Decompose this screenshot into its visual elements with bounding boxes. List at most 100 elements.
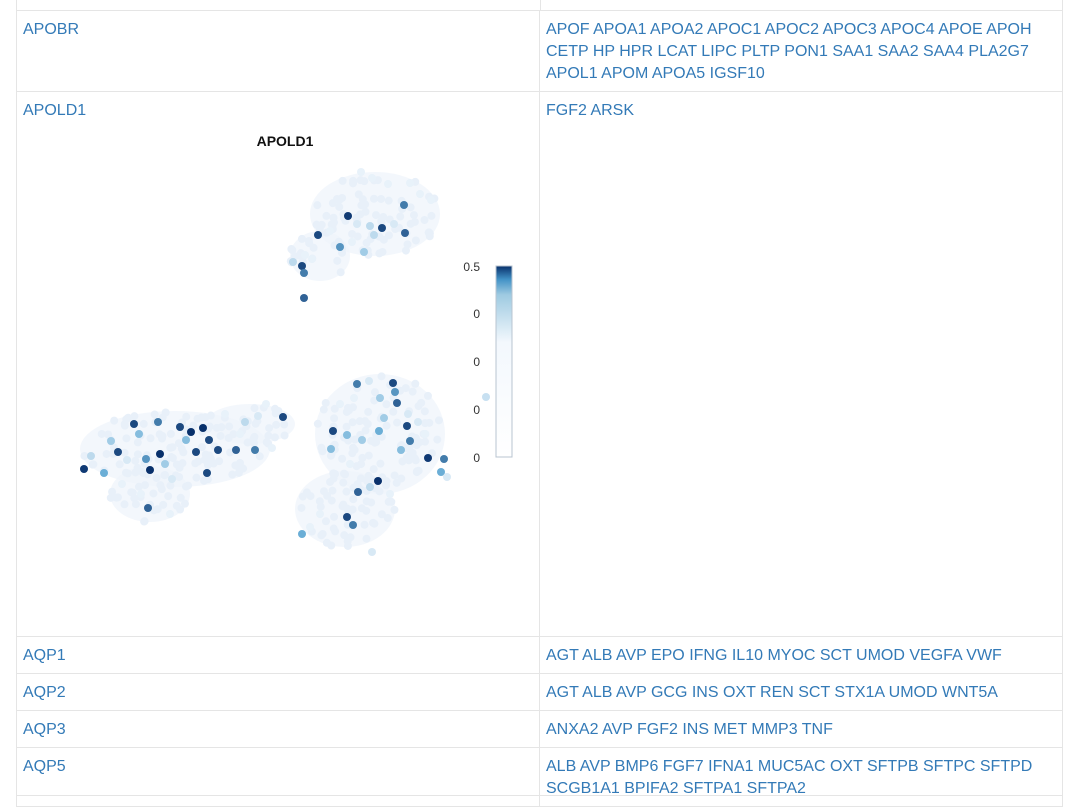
gene-link[interactable]: APOLD1 (23, 102, 87, 119)
cell-point-background (329, 213, 338, 222)
cell-point-background (330, 414, 339, 423)
cell-point-background (348, 418, 357, 427)
cell-point (365, 377, 373, 385)
cell-point-background (336, 268, 345, 277)
related-genes-links[interactable]: ALB AVP BMP6 FGF7 IFNA1 MUC5AC OXT SFTPB… (546, 758, 1033, 797)
cell-point-background (172, 501, 181, 510)
cell-point (349, 521, 357, 529)
cell-point-background (434, 416, 443, 425)
cell-point-background (131, 468, 140, 477)
cell-point (192, 448, 200, 456)
gene-link[interactable]: AQP1 (23, 647, 66, 664)
cell-point-background (131, 500, 140, 509)
cell-point-background (328, 486, 337, 495)
colorbar (495, 265, 513, 458)
colorbar-tick-label: 0.5 (463, 260, 480, 274)
cell-point-background (298, 492, 307, 501)
cell-point-background (122, 434, 131, 443)
cell-point-background (339, 478, 348, 487)
cell-point (182, 436, 190, 444)
cell-point (251, 446, 259, 454)
cell-point (156, 450, 164, 458)
cell-point-background (313, 419, 322, 428)
cell-point (114, 448, 122, 456)
cell-point (414, 418, 422, 426)
cell-point-background (88, 460, 97, 469)
cell-point-background (121, 468, 130, 477)
gene-cell: APOBR (16, 10, 540, 92)
cell-point (199, 424, 207, 432)
cell-point (346, 460, 354, 468)
cell-point-background (357, 460, 366, 469)
cell-point (353, 380, 361, 388)
cell-point-background (408, 387, 417, 396)
cell-point (389, 379, 397, 387)
cell-point-background (203, 475, 212, 484)
cell-point (316, 510, 324, 518)
related-genes-cell: FGF2 ARSK (539, 91, 1063, 637)
cell-point-background (319, 487, 328, 496)
cell-point (326, 227, 334, 235)
gene-link[interactable]: AQP2 (23, 684, 66, 701)
cell-point (386, 490, 394, 498)
gene-link[interactable]: AQP5 (23, 758, 66, 775)
cell-point (336, 243, 344, 251)
cell-point-background (411, 379, 420, 388)
cell-point-background (360, 520, 369, 529)
cell-point-background (350, 435, 359, 444)
cell-point-background (333, 194, 342, 203)
cell-point-background (191, 459, 200, 468)
table-row: AQP1 AGT ALB AVP EPO IFNG IL10 MYOC SCT U… (16, 636, 1063, 674)
cell-point-background (378, 247, 387, 256)
cell-point (161, 460, 169, 468)
table-bottom-edge (16, 795, 1063, 796)
cell-point-background (139, 419, 148, 428)
cell-point-background (383, 514, 392, 523)
cell-point-background (102, 449, 111, 458)
cell-point-background (377, 510, 386, 519)
cell-point-background (80, 451, 89, 460)
cell-point-background (297, 503, 306, 512)
cell-point (368, 548, 376, 556)
cell-point-background (287, 245, 296, 254)
cell-point-background (406, 203, 415, 212)
cell-point (146, 466, 154, 474)
cell-point (87, 452, 95, 460)
gene-cell: AQP3 (16, 710, 540, 748)
cell-point (360, 248, 368, 256)
cell-point-background (131, 456, 140, 465)
gene-link[interactable]: APOBR (23, 21, 80, 38)
related-genes-links[interactable]: FGF2 ARSK (546, 102, 635, 119)
cell-point (437, 468, 445, 476)
cell-point-background (370, 519, 379, 528)
cell-point-background (343, 504, 352, 513)
cell-point-background (175, 463, 184, 472)
cell-point (142, 455, 150, 463)
cell-point (327, 445, 335, 453)
cell-point (298, 530, 306, 538)
cell-point-background (158, 432, 167, 441)
cell-point-background (104, 430, 113, 439)
related-genes-links[interactable]: APOF APOA1 APOA2 APOC1 APOC2 APOC3 APOC4… (546, 21, 1032, 82)
gene-link[interactable]: AQP3 (23, 721, 66, 738)
cell-point (427, 196, 435, 204)
cell-point-background (379, 212, 388, 221)
cell-point-background (141, 481, 150, 490)
related-genes-links[interactable]: AGT ALB AVP EPO IFNG IL10 MYOC SCT UMOD … (546, 647, 1002, 664)
cell-point-background (250, 404, 259, 413)
cell-point-background (420, 407, 429, 416)
related-genes-links[interactable]: AGT ALB AVP GCG INS OXT REN SCT STX1A UM… (546, 684, 998, 701)
cell-point (370, 231, 378, 239)
cell-point-background (335, 202, 344, 211)
cell-point-background (317, 443, 326, 452)
cell-point (130, 420, 138, 428)
cell-point-background (339, 469, 348, 478)
related-genes-links[interactable]: ANXA2 AVP FGF2 INS MET MMP3 TNF (546, 721, 833, 738)
cell-point-background (360, 177, 369, 186)
cell-point-background (371, 211, 380, 220)
cell-point-background (108, 487, 117, 496)
cell-point (268, 444, 276, 452)
cell-point (375, 427, 383, 435)
cell-point (378, 224, 386, 232)
cell-point-background (346, 533, 355, 542)
